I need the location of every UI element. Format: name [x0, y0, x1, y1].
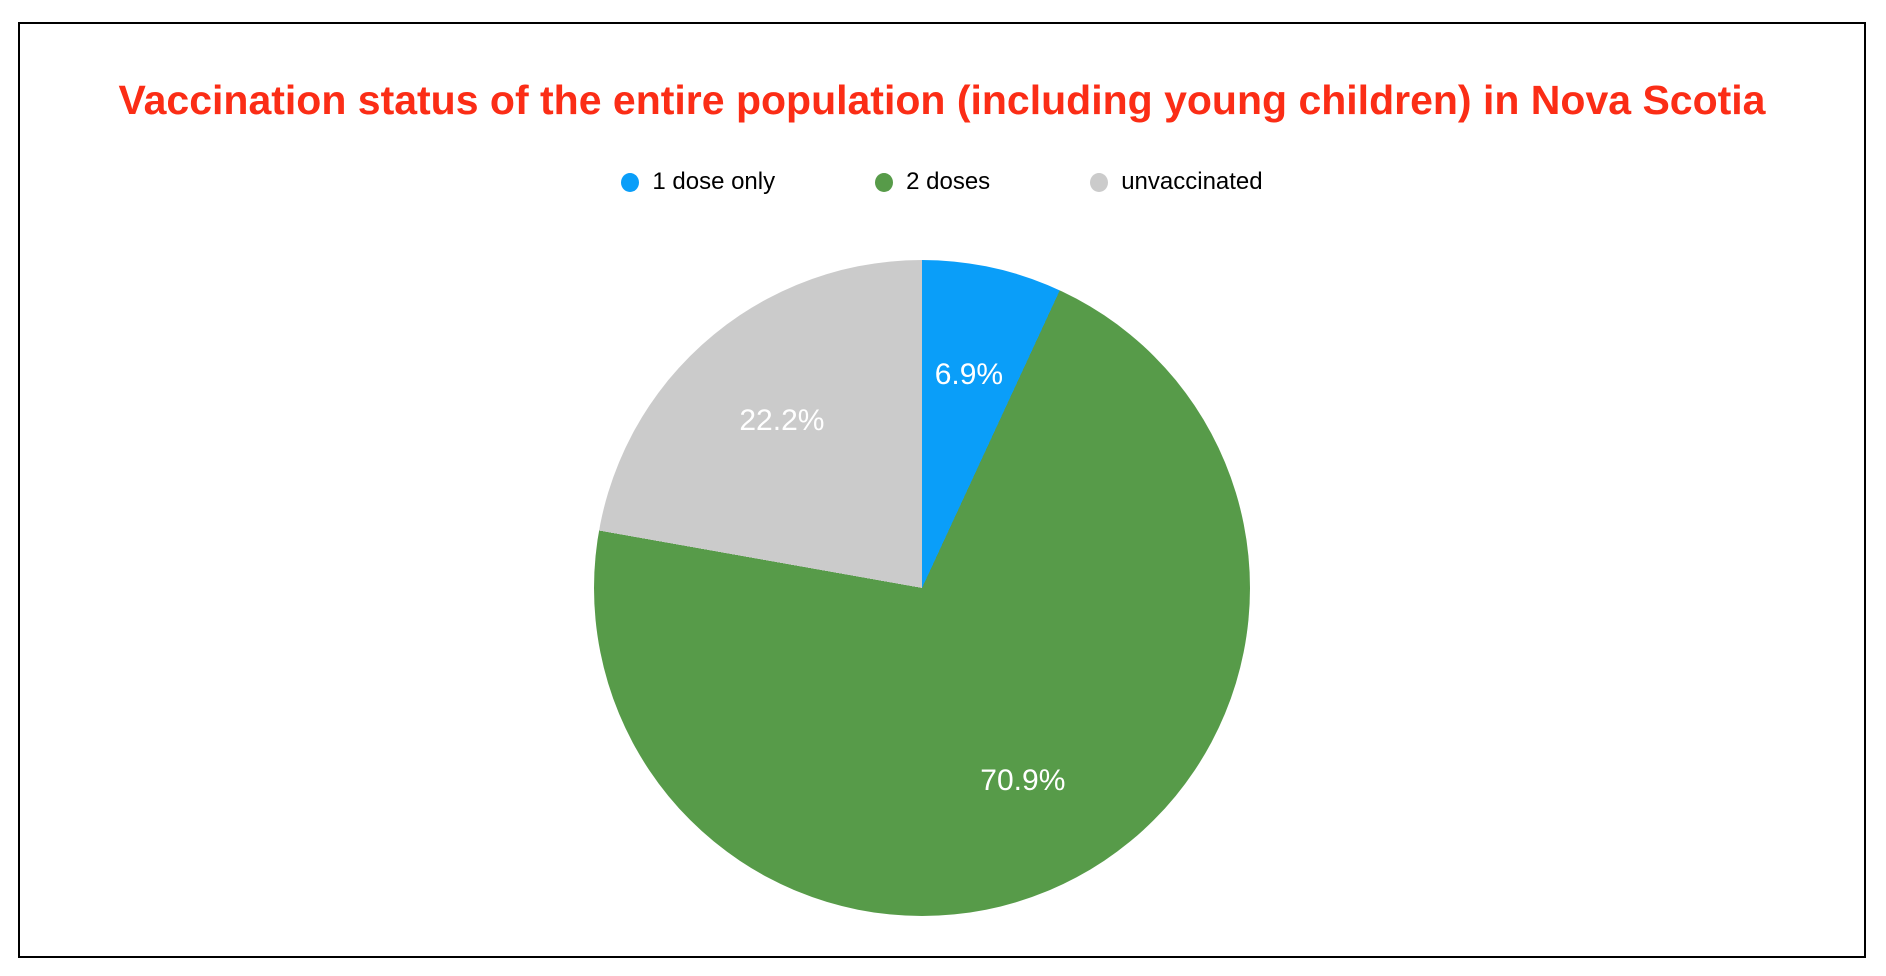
chart-title: Vaccination status of the entire populat… [118, 77, 1766, 123]
legend-dot-icon [1090, 172, 1109, 192]
chart-frame: Vaccination status of the entire populat… [18, 22, 1866, 958]
pie-chart: 6.9% 70.9% 22.2% [594, 260, 1250, 916]
legend-label: 1 dose only [652, 168, 776, 195]
legend-item-2-doses: 2 doses [875, 168, 990, 196]
legend-label: 2 doses [906, 168, 991, 195]
legend-item-1-dose-only: 1 dose only [621, 168, 775, 196]
legend-item-unvaccinated: unvaccinated [1090, 168, 1263, 196]
slice-label-2-doses: 70.9% [980, 764, 1066, 798]
legend-dot-icon [621, 172, 640, 192]
legend-label: unvaccinated [1121, 168, 1263, 195]
chart-legend: 1 dose only 2 doses unvaccinated [20, 168, 1864, 196]
legend-dot-icon [875, 172, 894, 192]
slice-label-1-dose-only: 6.9% [934, 357, 1004, 391]
slice-label-unvaccinated: 22.2% [739, 403, 825, 437]
